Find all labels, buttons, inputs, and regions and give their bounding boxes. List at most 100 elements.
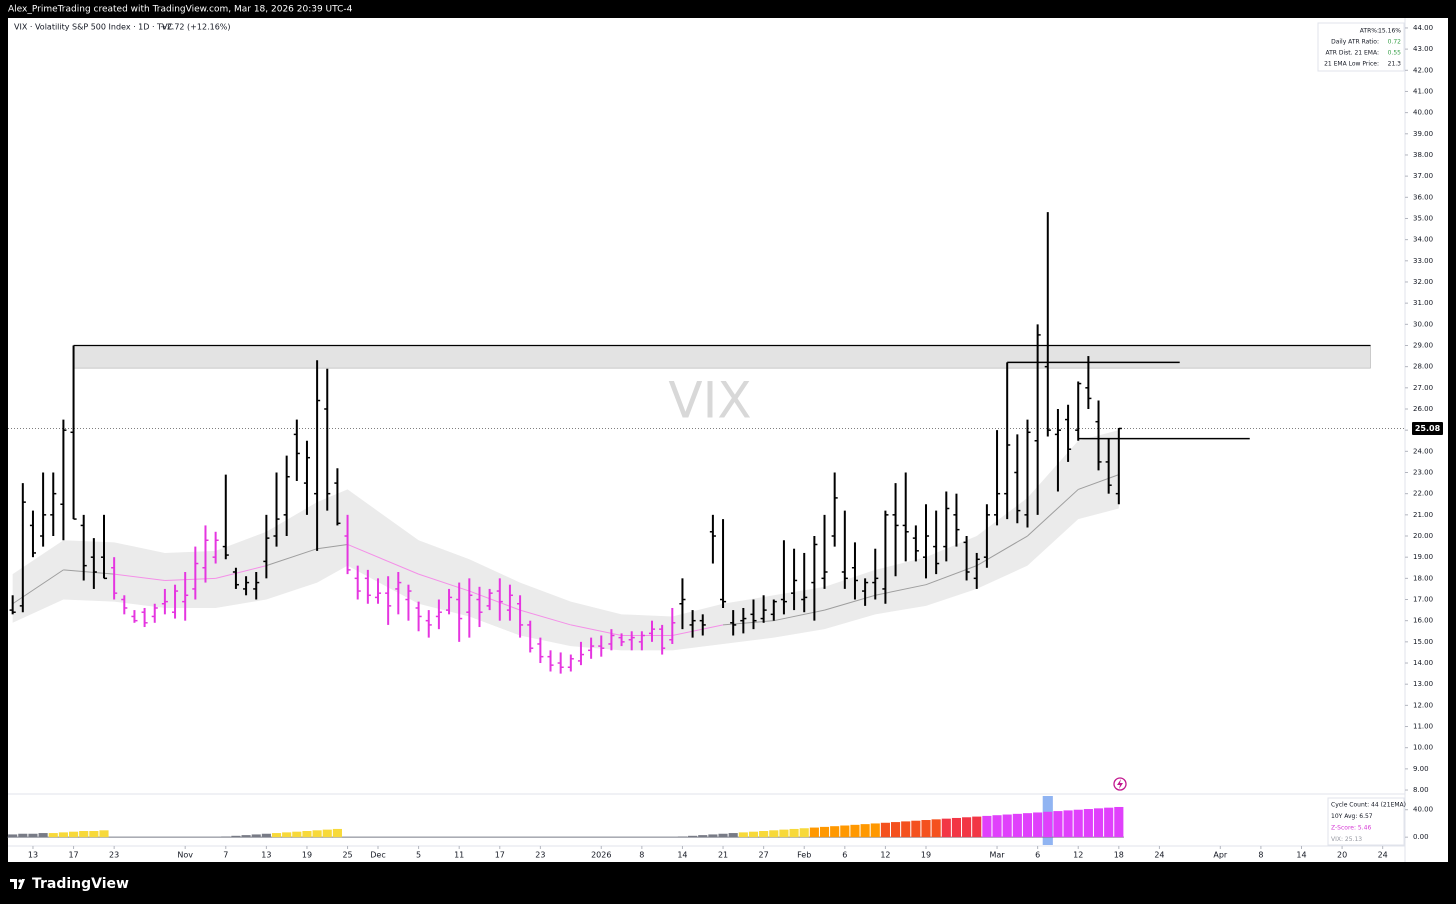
x-tick-label: 6 xyxy=(842,851,847,860)
histogram-bar xyxy=(698,835,708,838)
histogram-bar xyxy=(312,830,322,838)
x-tick-label: 21 xyxy=(718,851,728,860)
y-tick-label: 11.00 xyxy=(1413,723,1433,731)
y-tick-label: 42.00 xyxy=(1413,66,1433,74)
histogram-bar xyxy=(58,832,68,838)
histogram-bar xyxy=(962,817,972,838)
x-tick-label: 24 xyxy=(1378,851,1388,860)
x-tick-label: 13 xyxy=(261,851,271,860)
histogram-bar xyxy=(68,831,79,838)
y-tick-label: 19.00 xyxy=(1413,553,1433,561)
y-tick-label: 40.00 xyxy=(1413,109,1433,117)
ema-line xyxy=(925,565,977,586)
watermark: VIX xyxy=(668,372,751,430)
x-tick-label: 14 xyxy=(677,851,687,860)
y-tick-label: 14.00 xyxy=(1413,659,1433,667)
info-value: 0.55 xyxy=(1388,50,1402,57)
histogram-bar xyxy=(302,831,312,838)
histogram-bar xyxy=(779,829,789,838)
histogram-bar xyxy=(221,836,231,838)
x-tick-label: 13 xyxy=(28,851,38,860)
y-tick-label: 35.00 xyxy=(1413,214,1433,222)
histogram-bar xyxy=(738,832,748,838)
histogram-bar xyxy=(241,835,251,838)
y-tick-label: 27.00 xyxy=(1413,384,1433,392)
histogram-bar xyxy=(860,824,870,838)
x-tick-label: 11 xyxy=(454,851,464,860)
histogram-bar xyxy=(850,824,860,838)
histogram-bar xyxy=(728,833,738,838)
legend-item: VIX: 25.13 xyxy=(1331,836,1362,843)
y-tick-label: 44.00 xyxy=(1413,24,1433,32)
ema-line xyxy=(317,543,348,550)
histogram-bar xyxy=(931,819,941,838)
y-tick-label: 20.00 xyxy=(1413,532,1433,540)
histogram-bar xyxy=(677,836,688,838)
histogram-bar xyxy=(1043,811,1053,838)
x-tick-label: Dec xyxy=(370,851,385,860)
ema-line xyxy=(266,548,318,567)
x-tick-label: 20 xyxy=(1337,851,1347,860)
y-tick-label: 33.00 xyxy=(1413,257,1433,265)
histogram-bar xyxy=(911,820,921,838)
logo-text: TradingView xyxy=(32,876,129,892)
y-tick-label: 17.00 xyxy=(1413,596,1433,604)
histogram-bar xyxy=(1002,814,1012,838)
histogram-bar xyxy=(28,833,38,838)
y-tick-label: 18.00 xyxy=(1413,574,1433,582)
y-tick-label: 37.00 xyxy=(1413,172,1433,180)
histogram-bar xyxy=(769,830,779,838)
y-tick-label: 21.00 xyxy=(1413,511,1433,519)
y-tick-label: 0.00 xyxy=(1413,833,1429,841)
x-tick-label: 12 xyxy=(1073,851,1083,860)
x-tick-label: 24 xyxy=(1154,851,1164,860)
ema-line xyxy=(469,590,521,611)
histogram-bar xyxy=(951,817,962,838)
x-tick-label: 2026 xyxy=(591,851,611,860)
legend-item: Z-Score: 5.46 xyxy=(1331,825,1371,832)
histogram-bar xyxy=(819,826,830,838)
y-tick-label: 40.00 xyxy=(1413,806,1433,814)
x-tick-label: 18 xyxy=(1114,851,1124,860)
histogram-bar xyxy=(38,833,48,838)
histogram-bar xyxy=(901,821,911,838)
info-label: Daily ATR Ratio: xyxy=(1331,39,1379,46)
ema-line xyxy=(519,609,571,626)
ema-line xyxy=(570,624,622,636)
histogram-bar xyxy=(251,834,261,838)
legend-item: Cycle Count: 44 (21EMA) xyxy=(1331,802,1406,809)
x-tick-label: Mar xyxy=(989,851,1005,860)
ema-line xyxy=(164,577,216,581)
x-tick-label: 6 xyxy=(1035,851,1040,860)
histogram-bar xyxy=(282,832,292,838)
ema-line xyxy=(1078,474,1119,490)
x-tick-label: 8 xyxy=(639,851,644,860)
ema-line xyxy=(215,565,267,579)
y-tick-label: 34.00 xyxy=(1413,236,1433,244)
histogram-bar xyxy=(1114,806,1124,838)
y-tick-label: 9.00 xyxy=(1413,765,1429,773)
info-label: 21 EMA Low Price: xyxy=(1324,61,1379,68)
ema-band xyxy=(12,430,1119,651)
histogram-bar xyxy=(1053,811,1063,838)
alert-icon xyxy=(1113,777,1127,791)
x-tick-label: 12 xyxy=(880,851,890,860)
histogram-bar xyxy=(809,827,819,838)
y-tick-label: 13.00 xyxy=(1413,680,1433,688)
y-tick-label: 38.00 xyxy=(1413,151,1433,159)
ema-line xyxy=(1027,489,1079,537)
y-tick-label: 8.00 xyxy=(1413,786,1429,794)
x-tick-label: 25 xyxy=(342,851,352,860)
y-tick-label: 22.00 xyxy=(1413,490,1433,498)
y-tick-label: 16.00 xyxy=(1413,617,1433,625)
histogram-bar xyxy=(890,822,901,838)
x-tick-label: 14 xyxy=(1296,851,1306,860)
ema-line xyxy=(347,544,419,575)
y-tick-label: 32.00 xyxy=(1413,278,1433,286)
y-tick-label: 15.00 xyxy=(1413,638,1433,646)
y-tick-label: 43.00 xyxy=(1413,45,1433,53)
y-tick-label: 24.00 xyxy=(1413,447,1433,455)
histogram-bar xyxy=(789,828,799,838)
y-tick-label: 12.00 xyxy=(1413,701,1433,709)
